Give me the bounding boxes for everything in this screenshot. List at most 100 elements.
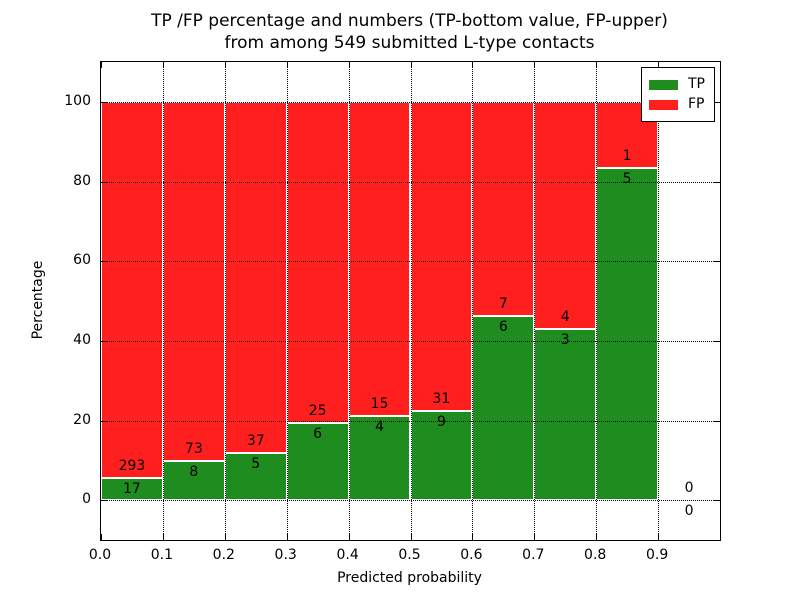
x-tick-mark-bottom <box>101 534 102 540</box>
tp-count-label: 5 <box>251 455 261 472</box>
fp-count-label: 15 <box>370 396 389 413</box>
tp-count-label: 9 <box>436 413 446 430</box>
x-tick-mark-bottom <box>348 534 350 540</box>
bar-tp-segment <box>596 168 659 501</box>
gridline-x <box>658 62 660 540</box>
plot-area: TP FP 293 17 73 8 37 5 25 6 15 4 31 9 7 6 4 3 1 5 0 0 <box>100 61 721 541</box>
y-tick-mark-left <box>101 261 107 263</box>
y-tick-mark-right <box>714 101 720 103</box>
gridline-x <box>410 62 412 540</box>
legend-item-tp: TP <box>649 76 705 93</box>
gridline-x <box>348 62 350 540</box>
fp-count-label: 293 <box>118 458 146 475</box>
y-tick-mark-left <box>101 181 107 183</box>
fp-count-label: 37 <box>246 432 265 449</box>
tp-count-label: 8 <box>189 463 199 480</box>
fp-count-label: 7 <box>498 296 508 313</box>
tp-count-label: 3 <box>560 332 570 349</box>
x-tick-label: 0.5 <box>398 547 421 563</box>
fp-count-label: 1 <box>622 148 632 165</box>
bar-fp-segment <box>348 101 411 417</box>
x-tick-mark-top <box>596 62 598 68</box>
x-tick-label: 0.8 <box>584 547 607 563</box>
fp-count-label: 73 <box>184 440 203 457</box>
gridline-y <box>101 101 720 103</box>
x-tick-label: 0.2 <box>212 547 235 563</box>
gridline-x <box>286 62 288 540</box>
fp-legend-label: FP <box>688 96 705 112</box>
x-tick-label: 0.1 <box>150 547 174 563</box>
fp-count-label: 31 <box>432 390 451 407</box>
y-tick-mark-left <box>101 340 107 342</box>
fp-legend-swatch <box>649 99 678 110</box>
bar-tp-segment <box>162 460 225 501</box>
y-tick-label: 100 <box>64 92 91 109</box>
gridline-y <box>101 181 720 183</box>
x-tick-mark-bottom <box>658 534 660 540</box>
y-tick-label: 20 <box>73 411 91 428</box>
bar-fp-segment <box>162 101 225 461</box>
bar-tp-segment <box>286 423 349 501</box>
gridline-y <box>101 261 720 263</box>
y-tick-label: 80 <box>73 172 91 189</box>
bar-fp-segment <box>101 101 163 479</box>
gridline-x <box>596 62 598 540</box>
tp-count-label: 6 <box>498 319 508 336</box>
tp-count-label: 5 <box>622 171 632 188</box>
bar-fp-segment <box>534 101 597 330</box>
tp-legend-swatch <box>649 79 678 90</box>
fp-count-label: 25 <box>308 403 327 420</box>
x-tick-label: 0.3 <box>274 547 297 563</box>
y-tick-mark-left <box>101 101 107 103</box>
x-tick-mark-top <box>348 62 350 68</box>
gridline-x <box>162 62 164 540</box>
x-tick-mark-bottom <box>286 534 288 540</box>
y-tick-label: 60 <box>73 252 91 269</box>
x-tick-mark-top <box>410 62 412 68</box>
y-tick-label: 40 <box>73 331 91 348</box>
legend: TP FP <box>641 67 715 122</box>
tp-count-label: 17 <box>123 481 141 498</box>
x-tick-mark-bottom <box>224 534 226 540</box>
x-tick-mark-top <box>286 62 288 68</box>
gridline-y <box>101 420 720 422</box>
bar-tp-segment <box>472 316 535 501</box>
x-tick-mark-bottom <box>472 534 474 540</box>
y-tick-mark-right <box>714 420 720 422</box>
y-tick-mark-left <box>101 420 107 422</box>
chart-title-line1: TP /FP percentage and numbers (TP-bottom… <box>151 11 668 31</box>
y-tick-mark-right <box>714 181 720 183</box>
x-tick-mark-top <box>534 62 536 68</box>
x-tick-mark-top <box>658 62 660 68</box>
gridline-x <box>472 62 474 540</box>
fp-count-label: 4 <box>560 309 570 326</box>
chart-title-line2: from among 549 submitted L-type contacts <box>224 33 595 53</box>
x-tick-mark-bottom <box>410 534 412 540</box>
gridline-y <box>101 500 720 502</box>
tp-count-label: 0 <box>684 503 694 520</box>
x-tick-mark-top <box>472 62 474 68</box>
bar-tp-segment <box>224 452 287 501</box>
y-tick-mark-right <box>714 500 720 502</box>
bar-fp-segment <box>286 101 349 424</box>
x-tick-label: 0.6 <box>460 547 483 563</box>
tp-count-label: 4 <box>375 419 385 436</box>
bar-tp-segment <box>101 478 163 501</box>
bar-fp-segment <box>472 101 535 317</box>
gridline-x <box>534 62 536 540</box>
y-tick-mark-right <box>714 261 720 263</box>
y-tick-label: 0 <box>82 491 91 508</box>
x-tick-mark-bottom <box>596 534 598 540</box>
x-tick-mark-top <box>224 62 226 68</box>
x-tick-mark-bottom <box>162 534 164 540</box>
x-tick-mark-bottom <box>534 534 536 540</box>
x-tick-mark-top <box>162 62 164 68</box>
x-tick-label: 0.4 <box>336 547 359 563</box>
fp-count-label: 0 <box>684 480 694 497</box>
y-axis-label: Percentage <box>30 260 46 340</box>
gridline-y <box>101 340 720 342</box>
x-tick-mark-top <box>101 62 102 68</box>
gridline-x <box>224 62 226 540</box>
x-tick-label: 0.0 <box>88 547 112 563</box>
